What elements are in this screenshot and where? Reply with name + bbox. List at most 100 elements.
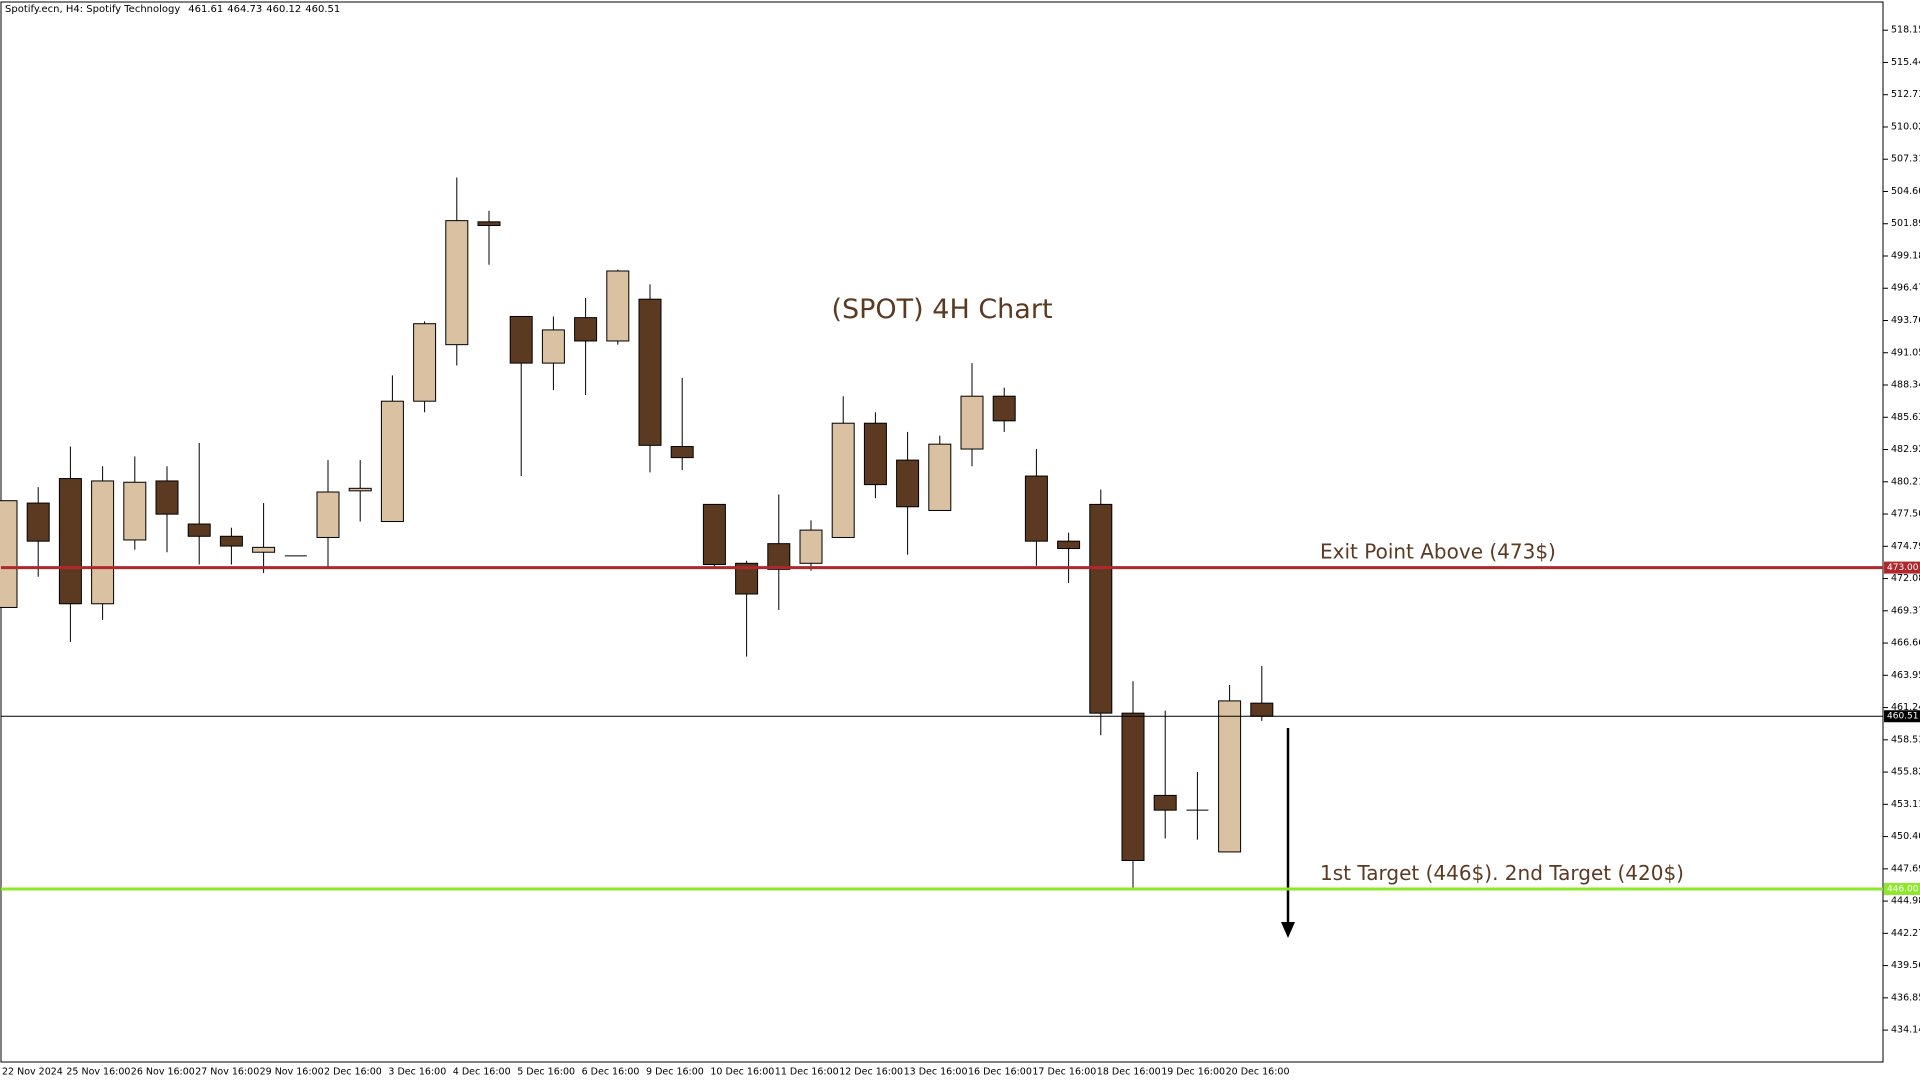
y-tick-label: 491.05	[1891, 347, 1920, 358]
candle-body	[799, 529, 823, 564]
plot-frame	[0, 1, 1884, 1063]
y-tick-label: 469.37	[1891, 605, 1920, 616]
candle-body	[1250, 702, 1274, 717]
x-tick-label: 11 Dec 16:00	[775, 1067, 839, 1078]
candle-body	[123, 481, 147, 541]
x-tick-label: 17 Dec 16:00	[1032, 1067, 1096, 1078]
candle-body	[1218, 700, 1242, 853]
y-tick-label: 472.08	[1891, 573, 1920, 584]
candle-body	[187, 523, 211, 537]
candle-body	[960, 395, 984, 450]
level-price-box	[1884, 561, 1920, 574]
candle-body	[896, 459, 920, 508]
y-tick-label: 442.27	[1891, 928, 1920, 939]
candle-body	[670, 446, 694, 459]
level-price-box	[1884, 710, 1920, 723]
candle-body	[735, 562, 759, 595]
candle-body	[477, 221, 501, 227]
header-open: 461.61	[188, 4, 223, 15]
x-tick-label: 6 Dec 16:00	[582, 1067, 640, 1078]
x-tick-label: 4 Dec 16:00	[453, 1067, 511, 1078]
x-tick-label: 25 Nov 16:00	[66, 1067, 130, 1078]
header-symbol: Spotify.ecn, H4: Spotify Technology	[5, 4, 180, 15]
y-tick-label: 480.21	[1891, 476, 1920, 487]
x-tick-label: 19 Dec 16:00	[1161, 1067, 1225, 1078]
y-tick-label: 455.82	[1891, 767, 1920, 778]
candle-body	[316, 491, 340, 538]
candle-body	[380, 400, 404, 523]
y-tick-label: 496.47	[1891, 283, 1920, 294]
y-tick-label: 434.14	[1891, 1025, 1920, 1036]
header-high: 464.73	[227, 4, 262, 15]
level-price-label: 446.00	[1887, 884, 1919, 894]
header-close: 460.51	[305, 4, 340, 15]
x-tick-label: 22 Nov 2024	[2, 1067, 63, 1078]
y-tick-label: 461.24	[1891, 702, 1920, 713]
candle-body	[1121, 712, 1145, 861]
level-price-box	[1884, 882, 1920, 895]
candle-body	[863, 422, 887, 486]
y-tick-label: 488.34	[1891, 380, 1920, 391]
candle-body	[638, 298, 662, 446]
x-tick-label: 29 Nov 16:00	[260, 1067, 324, 1078]
x-tick-label: 16 Dec 16:00	[968, 1067, 1032, 1078]
y-tick-label: 485.63	[1891, 412, 1920, 423]
y-tick-label: 436.85	[1891, 992, 1920, 1003]
y-tick-label: 447.69	[1891, 863, 1920, 874]
y-tick-label: 482.92	[1891, 444, 1920, 455]
y-tick-label: 463.95	[1891, 670, 1920, 681]
y-tick-label: 499.18	[1891, 250, 1920, 261]
y-tick-label: 474.79	[1891, 541, 1920, 552]
x-tick-label: 9 Dec 16:00	[646, 1067, 704, 1078]
y-tick-label: 477.50	[1891, 509, 1920, 520]
x-tick-label: 2 Dec 16:00	[324, 1067, 382, 1078]
candle-body	[541, 329, 565, 364]
header-low: 460.12	[266, 4, 301, 15]
candle-body	[767, 543, 791, 570]
level-price-label: 460.51	[1887, 712, 1919, 722]
x-tick-label: 18 Dec 16:00	[1097, 1067, 1161, 1078]
x-tick-label: 5 Dec 16:00	[517, 1067, 575, 1078]
x-tick-label: 13 Dec 16:00	[904, 1067, 968, 1078]
y-tick-label: 453.11	[1891, 799, 1920, 810]
candle-body	[509, 315, 533, 364]
candle-body	[606, 270, 630, 342]
chart-header: Spotify.ecn, H4: Spotify Technology 461.6…	[5, 4, 340, 15]
candle-body	[928, 443, 952, 511]
x-tick-label: 26 Nov 16:00	[131, 1067, 195, 1078]
level-price-label: 473.00	[1887, 563, 1919, 573]
y-tick-label: 507.31	[1891, 154, 1920, 165]
candle-body	[91, 480, 115, 605]
y-tick-label: 512.73	[1891, 89, 1920, 100]
y-tick-label: 450.40	[1891, 831, 1920, 842]
x-tick-label: 12 Dec 16:00	[839, 1067, 903, 1078]
x-tick-label: 10 Dec 16:00	[710, 1067, 774, 1078]
candle-body	[1089, 503, 1113, 714]
candle-body	[155, 480, 179, 515]
level-annotation: 1st Target (446$). 2nd Target (420$)	[1320, 861, 1684, 885]
candle-body	[1024, 475, 1048, 542]
y-tick-label: 504.60	[1891, 186, 1920, 197]
candle-body	[58, 478, 82, 605]
candle-body	[26, 502, 50, 542]
arrow-head	[1281, 922, 1295, 938]
x-tick-label: 27 Nov 16:00	[195, 1067, 259, 1078]
candle-body	[445, 220, 469, 346]
y-tick-label: 439.56	[1891, 960, 1920, 971]
candle-body	[1153, 794, 1177, 811]
y-tick-label: 501.89	[1891, 218, 1920, 229]
y-tick-label: 515.44	[1891, 57, 1920, 68]
candle-body	[413, 323, 437, 402]
y-tick-label: 510.02	[1891, 121, 1920, 132]
candle-body	[219, 535, 243, 547]
x-tick-label: 20 Dec 16:00	[1226, 1067, 1290, 1078]
candle-body	[0, 500, 18, 608]
y-tick-label: 493.76	[1891, 315, 1920, 326]
y-tick-label: 444.98	[1891, 896, 1920, 907]
y-tick-label: 518.15	[1891, 25, 1920, 36]
candle-body	[348, 487, 372, 492]
y-tick-label: 466.66	[1891, 638, 1920, 649]
x-tick-label: 3 Dec 16:00	[388, 1067, 446, 1078]
